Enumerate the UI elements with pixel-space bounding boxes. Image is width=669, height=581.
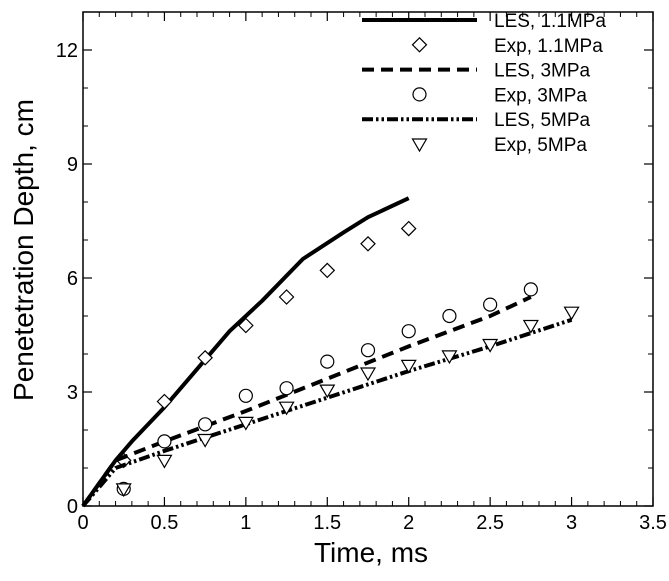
series-layer: [81, 196, 580, 508]
legend-item: LES, 3MPa: [362, 61, 591, 82]
data-point: [400, 220, 417, 237]
data-point: [523, 282, 538, 297]
legend-item: LES, 1.1MPa: [362, 11, 606, 32]
legend-marker-swatch: [412, 87, 427, 102]
x-tick-label: 3: [566, 512, 577, 534]
data-point: [441, 350, 458, 365]
series-1: [115, 220, 417, 469]
data-point: [238, 317, 254, 334]
data-point: [442, 308, 457, 324]
data-point: [198, 417, 213, 432]
axis-ticks: [82, 11, 654, 507]
data-point: [359, 367, 377, 382]
data-point: [400, 359, 417, 374]
y-tick-label: 0: [67, 496, 78, 518]
legend-label: LES, 5MPa: [494, 110, 591, 131]
x-tick-label: 1: [240, 512, 251, 534]
axis-tick-labels: 0 0.5 1 1.5 2 2.5 3 3.5 0 3 6 9 12: [56, 40, 667, 534]
data-point: [278, 401, 295, 416]
x-tick-label: 3.5: [639, 512, 667, 534]
y-axis-label: Penetetration Depth, cm: [8, 99, 39, 401]
data-point: [156, 393, 173, 410]
data-point: [563, 306, 580, 321]
data-point: [401, 324, 416, 339]
x-tick-label: 1.5: [313, 512, 341, 534]
x-tick-label: 2.5: [476, 512, 504, 534]
data-point: [360, 235, 376, 252]
data-point: [483, 297, 498, 312]
plot-frame: [82, 11, 654, 507]
x-tick-label: 0.5: [151, 512, 179, 534]
data-point: [157, 434, 172, 449]
x-tick-label: 0: [77, 512, 88, 534]
legend-label: LES, 3MPa: [494, 61, 591, 82]
series-0: [81, 196, 410, 508]
data-point: [482, 338, 499, 353]
legend-item: Exp, 1.1MPa: [411, 36, 603, 57]
y-tick-label: 12: [56, 40, 78, 62]
plot-border: [82, 11, 654, 507]
series-5: [115, 306, 580, 498]
data-point: [115, 483, 132, 498]
legend-label: LES, 1.1MPa: [494, 11, 606, 32]
legend-marker-swatch: [411, 36, 428, 53]
data-point: [197, 349, 213, 366]
legend-label: Exp, 5MPa: [494, 135, 587, 156]
data-point: [238, 388, 253, 403]
data-point: [319, 384, 336, 399]
series-line: [81, 295, 532, 508]
y-tick-label: 3: [67, 382, 78, 404]
data-point: [197, 433, 214, 448]
data-point: [360, 343, 376, 358]
legend: LES, 1.1MPa Exp, 1.1MPa LES, 3MPa Exp, 3MPa…: [362, 11, 606, 156]
legend-label: Exp, 1.1MPa: [494, 36, 603, 57]
series-line: [81, 196, 410, 508]
data-point: [279, 381, 294, 396]
data-point: [319, 262, 336, 279]
data-point: [237, 416, 254, 431]
legend-item: LES, 5MPa: [362, 110, 591, 131]
data-point: [320, 354, 335, 369]
series-2: [81, 295, 532, 508]
legend-item: Exp, 3MPa: [412, 85, 587, 106]
legend-marker-swatch: [411, 138, 428, 153]
data-point: [522, 319, 539, 334]
y-tick-label: 6: [67, 268, 78, 290]
y-tick-label: 9: [67, 154, 78, 176]
legend-item: Exp, 5MPa: [411, 135, 587, 156]
data-point: [278, 289, 295, 305]
x-axis-label: Time, ms: [314, 537, 428, 568]
x-tick-label: 2: [403, 512, 414, 534]
data-point: [156, 454, 173, 469]
legend-label: Exp, 3MPa: [494, 85, 587, 106]
